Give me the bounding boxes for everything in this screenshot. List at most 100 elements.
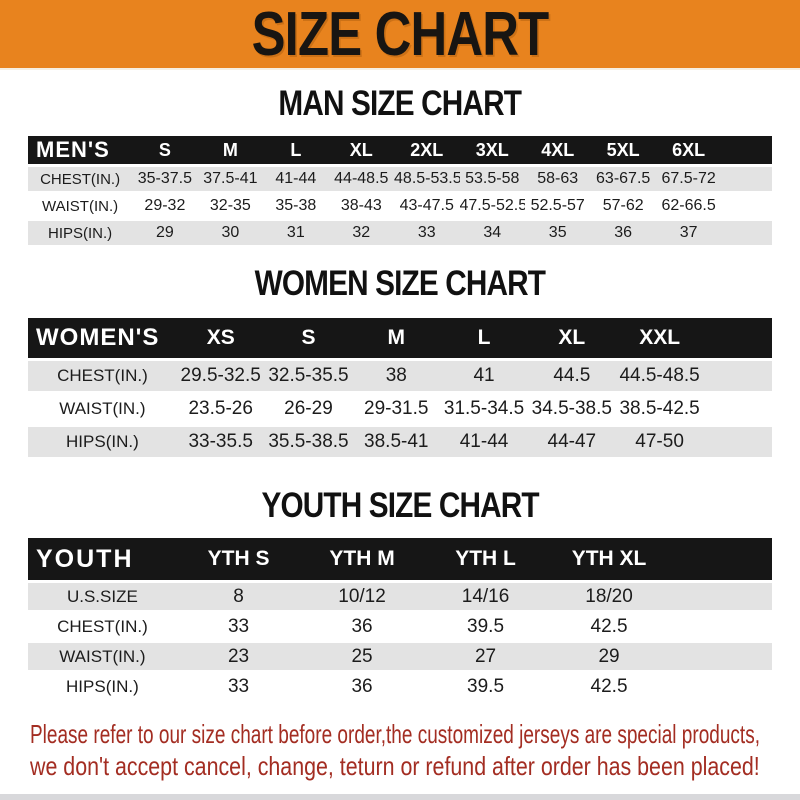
women-size-table: WOMEN'S XS S M L XL XXL CHEST(IN.) 29.5-32.5 32.5…	[28, 315, 772, 460]
size-value-cell: 42.5	[547, 673, 671, 700]
disclaimer: Please refer to our size chart before or…	[30, 718, 800, 782]
size-value-cell: 23.5-26	[176, 394, 265, 424]
size-column-header: YTH L	[423, 538, 548, 580]
size-column-header: 5XL	[590, 136, 656, 164]
size-column-header: L	[263, 136, 329, 164]
youth-section-title: YOUTH SIZE CHART	[0, 486, 800, 526]
size-value-cell: 39.5	[423, 613, 548, 640]
bottom-strip	[0, 794, 800, 800]
size-value-cell: 34	[459, 221, 525, 245]
size-column-header: YTH M	[300, 538, 424, 580]
size-value-cell: 26-29	[264, 394, 353, 424]
size-value-cell: 27	[423, 643, 548, 670]
size-column-header: YTH XL	[547, 538, 671, 580]
size-column-header: L	[440, 318, 528, 358]
size-value-cell: 32-35	[197, 194, 264, 218]
men-section-title-text: MAN SIZE CHART	[278, 84, 522, 123]
size-value-cell: 53.5-58	[459, 167, 525, 191]
women-section: WOMEN SIZE CHART WOMEN'S XS S M L XL XXL CHEST(…	[0, 264, 800, 460]
row-filler	[703, 361, 772, 391]
size-value-cell: 23	[176, 643, 301, 670]
row-filler	[721, 221, 772, 245]
size-column-header: S	[132, 136, 198, 164]
table-row: CHEST(IN.) 29.5-32.5 32.5-35.5 38 41 44.5 44.5…	[28, 361, 772, 391]
size-column-header: XL	[328, 136, 395, 164]
youth-section-title-text: YOUTH SIZE CHART	[261, 486, 539, 525]
row-label: CHEST(IN.)	[28, 167, 133, 191]
size-value-cell: 29	[132, 221, 198, 245]
size-value-cell: 41-44	[440, 427, 528, 457]
size-header-row: WOMEN'S XS S M L XL XXL	[28, 318, 772, 358]
size-value-cell: 8	[176, 583, 301, 610]
men-section: MAN SIZE CHART MEN'S S M L XL 2XL 3XL 4XL 5XL 6XL…	[0, 84, 800, 248]
size-column-header: 3XL	[459, 136, 525, 164]
size-value-cell: 58-63	[524, 167, 591, 191]
size-value-cell: 34.5-38.5	[527, 394, 616, 424]
size-value-cell: 10/12	[300, 583, 424, 610]
table-row: CHEST(IN.) 33 36 39.5 42.5	[28, 613, 772, 640]
size-value-cell: 62-66.5	[655, 194, 722, 218]
women-section-title: WOMEN SIZE CHART	[0, 264, 800, 304]
header-filler	[670, 538, 772, 580]
size-value-cell: 35	[524, 221, 591, 245]
size-header-row: YOUTH YTH S YTH M YTH L YTH XL	[28, 538, 772, 580]
size-value-cell: 44-47	[527, 427, 616, 457]
size-value-cell: 36	[590, 221, 656, 245]
table-row: WAIST(IN.) 23.5-26 26-29 29-31.5 31.5-34.5 34…	[28, 394, 772, 424]
size-value-cell: 44.5	[527, 361, 616, 391]
size-value-cell: 38-43	[328, 194, 395, 218]
size-value-cell: 37	[655, 221, 722, 245]
size-value-cell: 33	[394, 221, 460, 245]
row-label: HIPS(IN.)	[28, 673, 177, 700]
size-value-cell: 31.5-34.5	[440, 394, 528, 424]
size-value-cell: 47-50	[615, 427, 704, 457]
disclaimer-line-2: we don't accept cancel, change, teturn o…	[30, 751, 760, 781]
row-label: WAIST(IN.)	[28, 394, 177, 424]
header-filler	[721, 136, 772, 164]
size-value-cell: 38.5-41	[352, 427, 441, 457]
size-value-cell: 25	[300, 643, 424, 670]
table-category-label: MEN'S	[28, 136, 133, 164]
size-column-header: XL	[527, 318, 616, 358]
size-value-cell: 44.5-48.5	[615, 361, 704, 391]
men-size-table: MEN'S S M L XL 2XL 3XL 4XL 5XL 6XL CHEST(IN.) 35-37…	[28, 133, 772, 248]
row-filler	[703, 427, 772, 457]
size-value-cell: 18/20	[547, 583, 671, 610]
size-value-cell: 35-38	[263, 194, 329, 218]
size-value-cell: 63-67.5	[590, 167, 656, 191]
size-value-cell: 33-35.5	[176, 427, 265, 457]
women-section-title-text: WOMEN SIZE CHART	[254, 264, 546, 303]
row-label: CHEST(IN.)	[28, 361, 177, 391]
row-filler	[670, 583, 772, 610]
size-value-cell: 32.5-35.5	[264, 361, 353, 391]
size-value-cell: 29	[547, 643, 671, 670]
size-value-cell: 44-48.5	[328, 167, 395, 191]
size-value-cell: 43-47.5	[394, 194, 460, 218]
size-value-cell: 37.5-41	[197, 167, 264, 191]
size-value-cell: 38.5-42.5	[615, 394, 704, 424]
table-category-label: WOMEN'S	[28, 318, 177, 358]
table-row: HIPS(IN.) 33 36 39.5 42.5	[28, 673, 772, 700]
size-column-header: YTH S	[176, 538, 301, 580]
table-row: HIPS(IN.) 33-35.5 35.5-38.5 38.5-41 41-44 44-…	[28, 427, 772, 457]
size-column-header: 6XL	[655, 136, 722, 164]
size-column-header: 2XL	[394, 136, 460, 164]
row-filler	[721, 194, 772, 218]
size-value-cell: 31	[263, 221, 329, 245]
page-title: SIZE CHART	[251, 0, 550, 69]
disclaimer-line-1: Please refer to our size chart before or…	[30, 719, 760, 749]
size-value-cell: 57-62	[590, 194, 656, 218]
size-column-header: M	[352, 318, 441, 358]
table-row: HIPS(IN.) 29 30 31 32 33 34 35 36 37	[28, 221, 772, 245]
size-value-cell: 52.5-57	[524, 194, 591, 218]
size-value-cell: 29-32	[132, 194, 198, 218]
size-value-cell: 36	[300, 673, 424, 700]
row-label: U.S.SIZE	[28, 583, 177, 610]
row-filler	[670, 643, 772, 670]
youth-size-table: YOUTH YTH S YTH M YTH L YTH XL U.S.SIZE 8 10/12…	[28, 535, 772, 703]
size-header-row: MEN'S S M L XL 2XL 3XL 4XL 5XL 6XL	[28, 136, 772, 164]
size-value-cell: 30	[197, 221, 264, 245]
size-column-header: M	[197, 136, 264, 164]
banner: SIZE CHART	[0, 0, 800, 70]
men-section-title: MAN SIZE CHART	[0, 84, 800, 124]
